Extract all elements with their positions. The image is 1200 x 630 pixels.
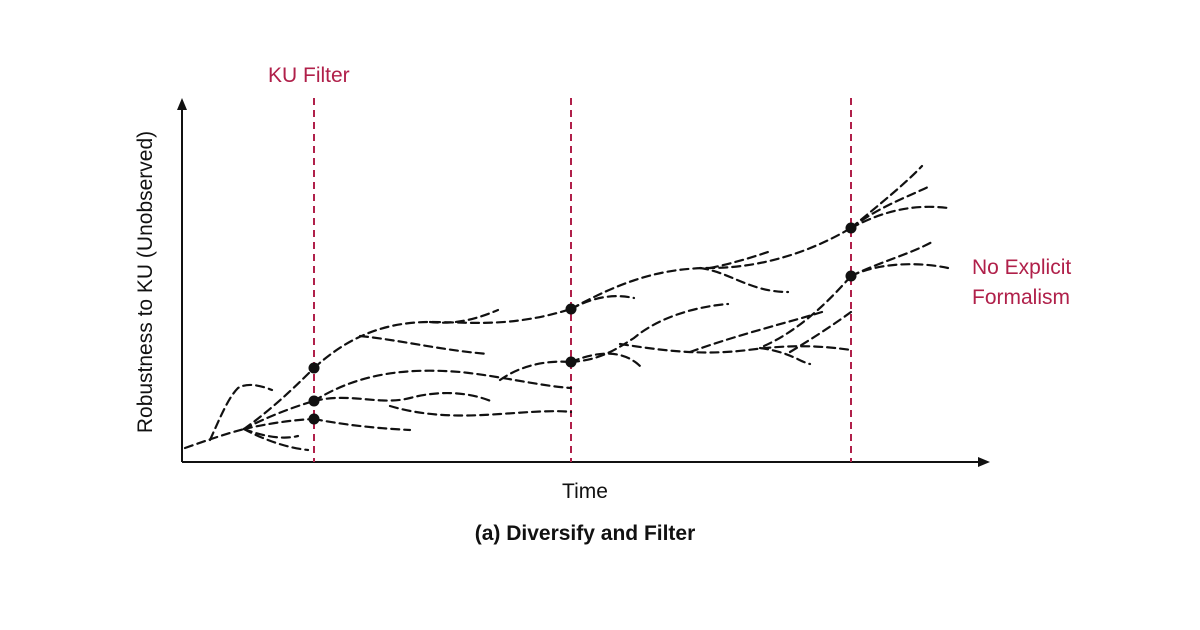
ku-filter-label: KU Filter <box>268 64 350 87</box>
node-f1-low <box>308 413 320 425</box>
x-axis-arrowhead <box>978 457 990 467</box>
trajectory-to-low-node <box>242 417 316 431</box>
trajectory-early-2 <box>242 427 300 439</box>
trajectory-mid-side-1 <box>312 391 495 404</box>
node-f3-low <box>845 270 857 282</box>
trajectory-f2-low-side-1 <box>569 352 644 370</box>
trajectory-f2-low-lead <box>498 360 573 382</box>
trajectory-f2-low-side-2 <box>618 342 853 354</box>
trajectory-low-main <box>312 417 412 432</box>
trajectory-f2-top-side-3 <box>698 266 790 294</box>
trajectory-to-mid-node <box>242 399 316 431</box>
trajectories <box>183 164 950 452</box>
no-explicit-formalism-line1: No Explicit <box>972 256 1071 279</box>
trajectory-f2-top-side-2 <box>708 250 770 270</box>
trajectory-mid-main <box>312 369 573 403</box>
axes <box>177 98 990 467</box>
trajectory-to-top-node <box>242 366 316 431</box>
trajectory-f3-top-3 <box>849 205 950 230</box>
node-f1-top <box>308 362 320 374</box>
y-axis-arrowhead <box>177 98 187 110</box>
trajectory-top-side-1 <box>428 308 500 324</box>
y-axis-label: Robustness to KU (Unobserved) <box>134 131 157 433</box>
trajectory-f2-low-main <box>569 302 730 364</box>
trajectory-f3-top-2 <box>849 184 932 230</box>
no-explicit-formalism-line2: Formalism <box>972 286 1070 309</box>
trajectory-top-main <box>312 307 573 370</box>
node-f2-top <box>565 303 577 315</box>
node-f3-top <box>845 222 857 234</box>
trajectory-f3-low-side-1 <box>849 240 934 278</box>
trajectory-top-side-2 <box>358 334 490 356</box>
trajectory-f3-top-1 <box>849 164 924 230</box>
trajectory-f2-top-side-1 <box>569 295 636 311</box>
trajectory-early-1 <box>208 383 274 442</box>
trajectory-mid-side-2 <box>388 404 573 417</box>
figure-caption: (a) Diversify and Filter <box>475 522 696 545</box>
x-axis-label: Time <box>562 480 608 503</box>
trajectory-early-3 <box>242 427 310 452</box>
trajectory-f3-low-side-2 <box>788 310 853 354</box>
trajectory-f3-low-lead <box>762 274 853 348</box>
filter-nodes <box>308 222 857 425</box>
trajectory-f2-low-side-4 <box>758 346 812 366</box>
trajectory-trunk <box>183 427 246 450</box>
node-f1-mid <box>308 395 320 407</box>
node-f2-low <box>565 356 577 368</box>
